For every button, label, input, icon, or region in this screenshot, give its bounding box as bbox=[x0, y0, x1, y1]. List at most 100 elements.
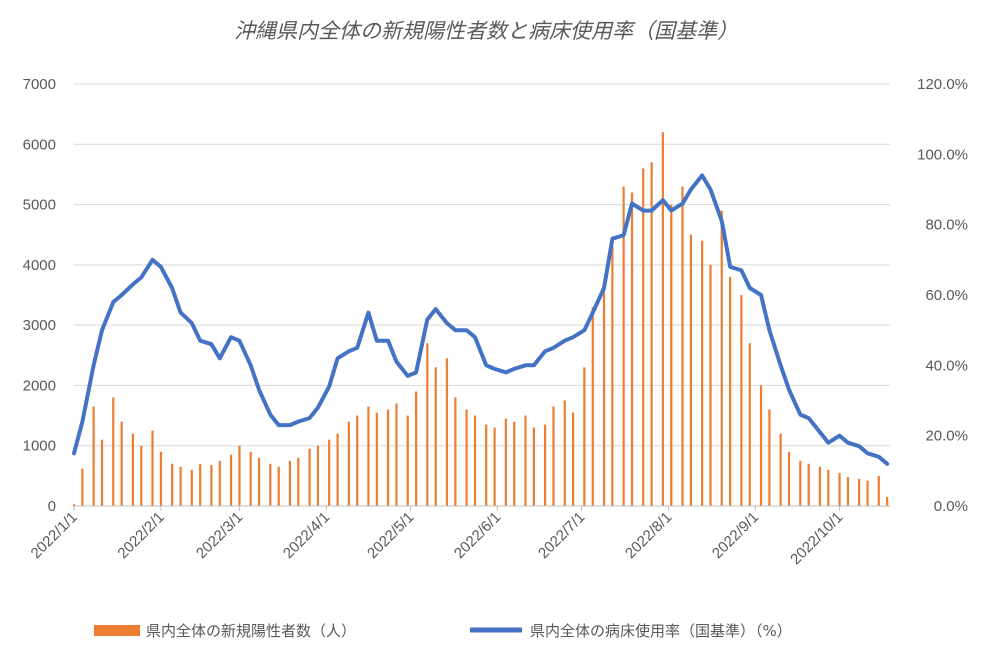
bar bbox=[445, 358, 449, 506]
chart-title: 沖縄県内全体の新規陽性者数と病床使用率（国基準） bbox=[234, 19, 738, 43]
bar bbox=[92, 406, 95, 506]
x-tick-label: 2022/1/1 bbox=[28, 509, 81, 562]
bar bbox=[602, 288, 606, 506]
bar bbox=[179, 466, 182, 506]
bar bbox=[336, 433, 339, 506]
bar bbox=[572, 412, 575, 506]
bar-series-cases bbox=[72, 132, 889, 507]
y-left-tick-label: 6000 bbox=[23, 136, 56, 153]
bar bbox=[238, 445, 241, 506]
legend-label-bed-usage: 県内全体の病床使用率（国基準）（%） bbox=[530, 622, 792, 640]
bar bbox=[681, 186, 684, 506]
y-right-tick-label: 40.0% bbox=[925, 357, 968, 374]
gridlines bbox=[74, 83, 890, 447]
bar bbox=[720, 210, 723, 506]
bar bbox=[748, 343, 751, 506]
y-axis-left-ticks: 0 1000 2000 3000 4000 5000 6000 7000 bbox=[23, 76, 56, 515]
bar bbox=[434, 367, 437, 506]
x-tick-label: 2022/2/1 bbox=[114, 509, 167, 562]
bar bbox=[426, 343, 429, 506]
bar bbox=[493, 427, 496, 506]
y-left-tick-label: 0 bbox=[48, 498, 56, 515]
bar bbox=[759, 385, 763, 506]
bar bbox=[485, 424, 488, 506]
y-right-tick-label: 100.0% bbox=[917, 146, 968, 163]
bar bbox=[72, 504, 76, 506]
bar bbox=[563, 400, 566, 506]
bar bbox=[709, 264, 712, 506]
y-left-tick-label: 1000 bbox=[23, 438, 56, 455]
x-tick-label: 2022/4/1 bbox=[280, 509, 333, 562]
bar bbox=[386, 409, 390, 506]
bar bbox=[328, 439, 331, 506]
bar bbox=[799, 460, 802, 506]
bar bbox=[308, 448, 311, 506]
bar bbox=[367, 406, 370, 506]
bar bbox=[112, 397, 115, 506]
bar bbox=[858, 478, 861, 506]
line-series-bed-usage bbox=[72, 173, 890, 466]
y-left-tick-label: 5000 bbox=[23, 197, 56, 214]
bar bbox=[768, 409, 771, 506]
bar bbox=[740, 295, 743, 506]
x-tick-label: 2022/8/1 bbox=[622, 509, 675, 562]
bar bbox=[249, 451, 252, 506]
bar bbox=[288, 460, 292, 506]
bar bbox=[543, 424, 547, 506]
bar bbox=[316, 445, 320, 506]
bar bbox=[229, 454, 233, 506]
x-tick-label: 2022/5/1 bbox=[364, 509, 417, 562]
legend-label-cases: 県内全体の新規陽性者数（人） bbox=[146, 622, 356, 640]
bar bbox=[827, 469, 830, 506]
y-left-tick-label: 3000 bbox=[23, 317, 56, 334]
bar bbox=[611, 246, 614, 506]
bar bbox=[257, 457, 261, 506]
y-left-tick-label: 4000 bbox=[23, 257, 56, 274]
y-axis-right-ticks: 0.0% 20.0% 40.0% 60.0% 80.0% 100.0% 120.0% bbox=[917, 76, 968, 515]
bar bbox=[524, 415, 527, 506]
bar bbox=[210, 465, 213, 506]
bar bbox=[866, 480, 869, 506]
bar bbox=[347, 421, 350, 506]
y-right-tick-label: 0.0% bbox=[934, 498, 968, 515]
legend-swatch-cases bbox=[94, 625, 140, 636]
bar bbox=[171, 463, 174, 506]
bar bbox=[415, 391, 418, 506]
bar bbox=[807, 463, 810, 506]
y-right-tick-label: 60.0% bbox=[925, 287, 968, 304]
bar bbox=[729, 276, 732, 506]
bar bbox=[504, 418, 507, 506]
x-tick-label: 2022/3/1 bbox=[193, 509, 246, 562]
bar bbox=[159, 451, 163, 506]
bed-usage-line bbox=[72, 173, 890, 466]
y-left-tick-label: 2000 bbox=[23, 377, 56, 394]
bar bbox=[630, 192, 634, 506]
bar bbox=[650, 162, 653, 506]
y-right-tick-label: 20.0% bbox=[925, 428, 968, 445]
bar bbox=[877, 475, 880, 506]
bar bbox=[532, 427, 535, 506]
bar bbox=[670, 204, 673, 507]
bar bbox=[552, 406, 555, 506]
bar bbox=[375, 412, 378, 506]
bar bbox=[779, 433, 782, 506]
bar bbox=[297, 457, 300, 506]
x-tick-label: 2022/9/1 bbox=[709, 509, 762, 562]
bar bbox=[395, 403, 398, 506]
bar bbox=[583, 367, 586, 506]
bar bbox=[661, 132, 664, 506]
bar bbox=[642, 168, 645, 506]
y-right-tick-label: 120.0% bbox=[917, 76, 968, 93]
bar bbox=[591, 307, 594, 506]
bar bbox=[356, 415, 359, 506]
bar bbox=[151, 430, 154, 506]
bar bbox=[190, 469, 193, 506]
legend: 県内全体の新規陽性者数（人） 県内全体の病床使用率（国基準）（%） bbox=[94, 622, 792, 640]
bar bbox=[818, 466, 821, 506]
x-tick-label: 2022/6/1 bbox=[451, 509, 504, 562]
bar bbox=[140, 445, 143, 506]
bar bbox=[100, 439, 104, 506]
y-left-tick-label: 7000 bbox=[23, 76, 56, 93]
bar bbox=[218, 460, 221, 506]
bar bbox=[846, 477, 850, 506]
